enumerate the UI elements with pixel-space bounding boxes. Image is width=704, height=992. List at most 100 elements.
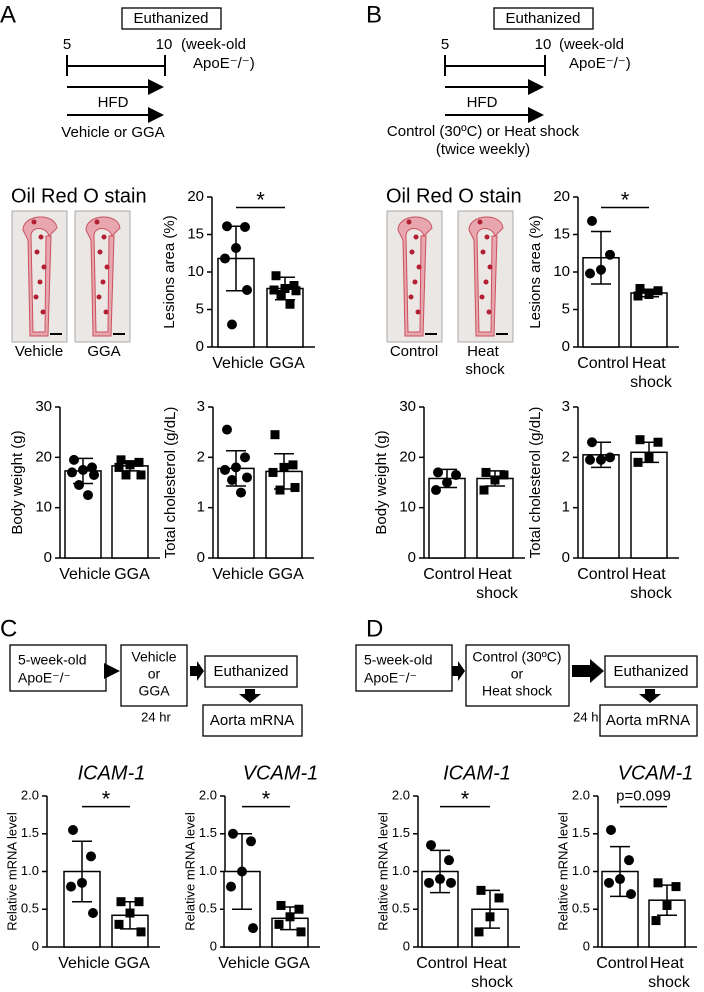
- bar: [630, 292, 668, 348]
- y-tick-label: 1.5: [572, 825, 590, 840]
- image-label: Control: [390, 343, 438, 360]
- data-point: [291, 286, 301, 296]
- lesion-spot: [409, 249, 415, 255]
- y-tick-label: 0: [210, 938, 217, 953]
- data-point: [426, 840, 436, 851]
- y-axis-label: Relative mRNA level: [375, 812, 390, 931]
- y-axis-label: Relative mRNA level: [4, 812, 19, 931]
- chart-title: ICAM-1: [443, 762, 511, 784]
- aorta: [85, 216, 121, 337]
- data-point: [596, 264, 606, 275]
- data-point: [296, 927, 306, 937]
- lesion-spot: [103, 309, 109, 315]
- y-tick-label: 5: [196, 300, 204, 317]
- box: [493, 7, 594, 30]
- y-tick-label: 10: [187, 263, 204, 280]
- box-label: Vehicle: [131, 649, 176, 665]
- x-tick-label: Heat shock: [630, 355, 673, 391]
- data-point: [435, 874, 445, 885]
- data-point: [651, 916, 661, 926]
- y-tick-label: 30: [399, 398, 416, 415]
- data-point: [114, 919, 124, 929]
- y-axis-label: Relative mRNA level: [182, 812, 197, 931]
- data-point: [67, 467, 77, 478]
- data-point: [481, 467, 491, 477]
- lesion-spot: [97, 249, 103, 255]
- lesion-spot: [483, 279, 489, 285]
- lesion-spot: [104, 264, 110, 270]
- y-tick-label: 3: [562, 398, 570, 415]
- panel-label: A: [0, 1, 16, 28]
- box-label: or: [511, 666, 524, 682]
- y-tick-label: 30: [35, 398, 52, 415]
- data-point: [136, 927, 146, 937]
- y-tick-label: 0.5: [572, 901, 590, 916]
- significance-label: *: [621, 187, 630, 212]
- stain-image: [11, 210, 68, 343]
- data-point: [290, 483, 300, 493]
- data-point: [289, 281, 299, 290]
- time-label: 24 hr: [141, 709, 171, 724]
- timeline: Euthanized 5 10 (week-old ApoE⁻/⁻) HFD V…: [61, 7, 255, 141]
- x-tick-label: Heat shock: [630, 566, 673, 602]
- x-tick-label: Vehicle: [212, 566, 264, 583]
- data-point: [476, 885, 486, 895]
- data-point: [424, 877, 434, 888]
- data-point: [606, 824, 616, 835]
- box-label: Euthanized: [133, 10, 208, 27]
- stain-title: Oil Red O stain: [386, 185, 522, 207]
- data-point: [268, 467, 278, 477]
- data-point: [134, 457, 144, 467]
- panel-label: B: [366, 1, 382, 28]
- lesion-spot: [486, 309, 492, 315]
- lesion-spot: [37, 279, 43, 285]
- data-point: [226, 881, 236, 892]
- y-tick-label: 15: [187, 225, 204, 242]
- y-tick-label: 1: [562, 499, 570, 516]
- error-bar: [72, 840, 92, 903]
- x-tick-label: GGA: [114, 566, 150, 583]
- box: [120, 644, 188, 707]
- lesion-spot: [34, 249, 40, 255]
- data-point: [294, 904, 304, 914]
- data-point: [69, 454, 79, 465]
- aorta: [22, 216, 58, 337]
- time-label: 10: [156, 36, 173, 53]
- bar: [111, 465, 149, 559]
- box: [465, 644, 570, 707]
- data-point: [644, 290, 654, 299]
- y-tick-label: 0: [403, 938, 410, 953]
- box-label: Control (30ºC): [472, 649, 561, 665]
- x-tick-label: Control: [416, 955, 468, 972]
- box-label: 5-week-old: [18, 652, 86, 668]
- y-tick-label: 10: [553, 263, 570, 280]
- box-label: Euthanized: [505, 10, 580, 27]
- lesion-spot: [416, 264, 422, 270]
- arrow-label: (twice weekly): [436, 141, 530, 158]
- y-tick-label: 20: [187, 188, 204, 205]
- y-tick-label: 2: [197, 448, 205, 465]
- data-point: [276, 290, 286, 299]
- data-point: [596, 454, 606, 465]
- data-point: [83, 490, 93, 501]
- box-label: Aorta mRNA: [210, 712, 294, 729]
- data-point: [134, 897, 144, 907]
- data-point: [644, 452, 654, 462]
- x-tick-label: Heat shock: [648, 955, 691, 991]
- lesion-spot: [31, 219, 37, 225]
- lesion-spot: [40, 309, 46, 315]
- data-point: [494, 893, 504, 903]
- data-point: [479, 485, 489, 495]
- data-point: [227, 319, 237, 330]
- data-point: [285, 299, 295, 309]
- y-tick-label: 20: [553, 188, 570, 205]
- image-label: Heat shock: [465, 343, 505, 378]
- data-point: [77, 877, 87, 888]
- panel-label: C: [0, 615, 17, 642]
- x-tick-label: Heat shock: [476, 566, 519, 602]
- bar-chart: 0 1 2 3 Total cholesterol (g/dL) Control Heat …: [527, 398, 679, 602]
- data-point: [116, 455, 126, 465]
- lesion-spot: [33, 294, 39, 300]
- bar: [582, 454, 620, 559]
